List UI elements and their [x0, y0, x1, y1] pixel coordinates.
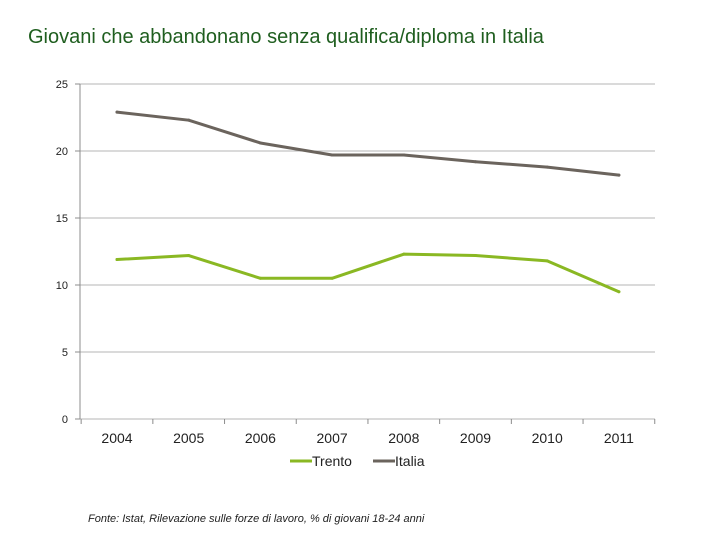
data-point-trento-2006	[258, 276, 262, 280]
series-line-trento	[115, 252, 621, 294]
y-tick-label: 20	[56, 146, 68, 158]
data-point-trento-2008	[402, 252, 406, 256]
y-tick-label: 15	[56, 213, 68, 225]
data-point-trento-2011	[617, 290, 621, 294]
y-tick-label: 0	[62, 414, 68, 426]
chart-title: Giovani che abbandonano senza qualifica/…	[28, 26, 544, 48]
data-point-trento-2004	[115, 258, 119, 262]
data-point-italia-2011	[617, 173, 621, 177]
x-tick-label-2010: 2010	[532, 430, 563, 446]
data-point-italia-2007	[330, 153, 334, 157]
data-point-italia-2008	[402, 153, 406, 157]
legend-label-trento: Trento	[312, 453, 352, 469]
series-line-italia	[115, 110, 621, 177]
data-point-italia-2010	[545, 165, 549, 169]
data-point-italia-2005	[187, 118, 191, 122]
data-point-trento-2007	[330, 276, 334, 280]
legend-label-italia: Italia	[395, 453, 425, 469]
x-tick-label-2006: 2006	[245, 430, 276, 446]
data-point-italia-2004	[115, 110, 119, 114]
x-tick-label-2008: 2008	[388, 430, 419, 446]
data-point-trento-2005	[187, 254, 191, 258]
source-note: Fonte: Istat, Rilevazione sulle forze di…	[88, 513, 425, 525]
y-tick-label: 25	[56, 79, 68, 91]
x-tick-label-2005: 2005	[173, 430, 204, 446]
data-point-trento-2009	[474, 254, 477, 258]
y-tick-label: 10	[56, 280, 68, 292]
data-point-trento-2010	[545, 259, 549, 263]
x-tick-label-2007: 2007	[317, 430, 348, 446]
y-tick-label: 5	[62, 347, 68, 359]
data-point-italia-2006	[258, 141, 262, 145]
x-tick-label-2011: 2011	[604, 430, 634, 446]
x-tick-label-2004: 2004	[101, 430, 132, 446]
x-tick-label-2009: 2009	[460, 430, 491, 446]
data-point-italia-2009	[474, 160, 477, 164]
